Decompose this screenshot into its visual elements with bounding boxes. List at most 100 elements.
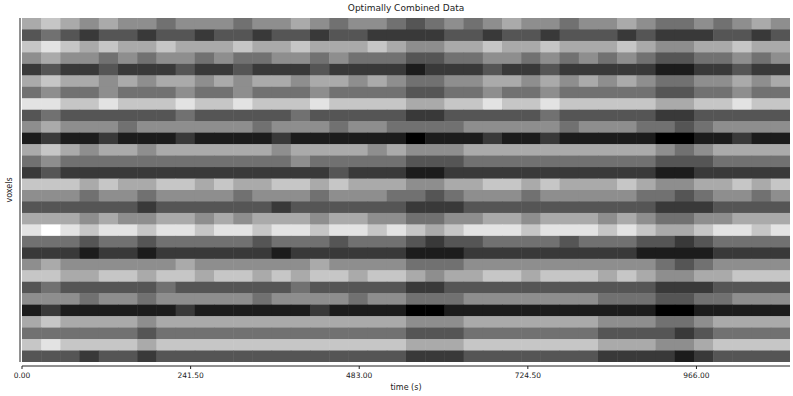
cell	[329, 236, 349, 248]
cell	[771, 247, 790, 259]
cell	[771, 110, 790, 122]
cell	[60, 328, 80, 340]
cell	[540, 328, 560, 340]
cell	[214, 316, 234, 328]
cell	[464, 339, 484, 351]
cell	[521, 75, 541, 87]
cell	[598, 29, 618, 41]
cell	[521, 224, 541, 236]
cell	[425, 305, 445, 317]
cell	[598, 282, 618, 294]
cell	[406, 270, 426, 282]
cell	[617, 98, 637, 110]
cell	[252, 167, 272, 179]
cell	[233, 305, 253, 317]
cell	[368, 282, 388, 294]
cell	[464, 144, 484, 156]
cell	[598, 201, 618, 213]
cell	[310, 282, 330, 294]
cell	[483, 351, 503, 362]
cell	[118, 224, 138, 236]
cell	[579, 224, 599, 236]
cell	[214, 75, 234, 87]
cell	[579, 282, 599, 294]
cell	[60, 98, 80, 110]
cell	[579, 156, 599, 168]
cell	[579, 328, 599, 340]
cell	[617, 201, 637, 213]
cell	[444, 156, 464, 168]
cell	[464, 224, 484, 236]
cell	[387, 213, 407, 225]
cell	[233, 282, 253, 294]
cell	[387, 247, 407, 259]
cell	[540, 305, 560, 317]
cell	[502, 270, 522, 282]
cell	[540, 87, 560, 99]
cell	[521, 213, 541, 225]
cell	[118, 190, 138, 202]
cell	[771, 270, 790, 282]
cell	[195, 316, 215, 328]
cell	[137, 156, 157, 168]
cell	[233, 87, 253, 99]
cell	[675, 247, 695, 259]
cell	[732, 282, 752, 294]
cell	[771, 75, 790, 87]
cell	[732, 339, 752, 351]
cell	[80, 133, 100, 145]
x-tick	[22, 366, 23, 369]
cell	[310, 316, 330, 328]
cell	[579, 247, 599, 259]
cell	[444, 201, 464, 213]
cell	[598, 87, 618, 99]
cell	[406, 190, 426, 202]
cell	[22, 282, 42, 294]
cell	[579, 52, 599, 64]
x-tick-label: 241.50	[177, 371, 203, 380]
cell	[195, 282, 215, 294]
cell	[348, 190, 368, 202]
cell	[444, 121, 464, 133]
cell	[656, 18, 676, 30]
cell	[752, 167, 772, 179]
cell	[444, 339, 464, 351]
cell	[368, 236, 388, 248]
cell	[406, 259, 426, 271]
cell	[387, 270, 407, 282]
cell	[22, 98, 42, 110]
cell	[233, 167, 253, 179]
cell	[694, 87, 714, 99]
cell	[444, 98, 464, 110]
cell	[675, 201, 695, 213]
cell	[156, 121, 176, 133]
cell	[368, 156, 388, 168]
cell	[41, 87, 61, 99]
cell	[675, 351, 695, 362]
cell	[636, 98, 656, 110]
cell	[560, 98, 580, 110]
cell	[137, 328, 157, 340]
cell	[233, 270, 253, 282]
cell	[540, 52, 560, 64]
cell	[483, 270, 503, 282]
cell	[483, 259, 503, 271]
cell	[406, 236, 426, 248]
cell	[598, 75, 618, 87]
cell	[444, 293, 464, 305]
cell	[329, 201, 349, 213]
cell	[195, 133, 215, 145]
cell	[464, 156, 484, 168]
cell	[195, 328, 215, 340]
cell	[368, 190, 388, 202]
cell	[195, 41, 215, 53]
cell	[22, 213, 42, 225]
cell	[694, 339, 714, 351]
cell	[444, 259, 464, 271]
cell	[598, 247, 618, 259]
cell	[22, 247, 42, 259]
cell	[272, 144, 292, 156]
cell	[387, 339, 407, 351]
cell	[713, 201, 733, 213]
cell	[291, 98, 311, 110]
